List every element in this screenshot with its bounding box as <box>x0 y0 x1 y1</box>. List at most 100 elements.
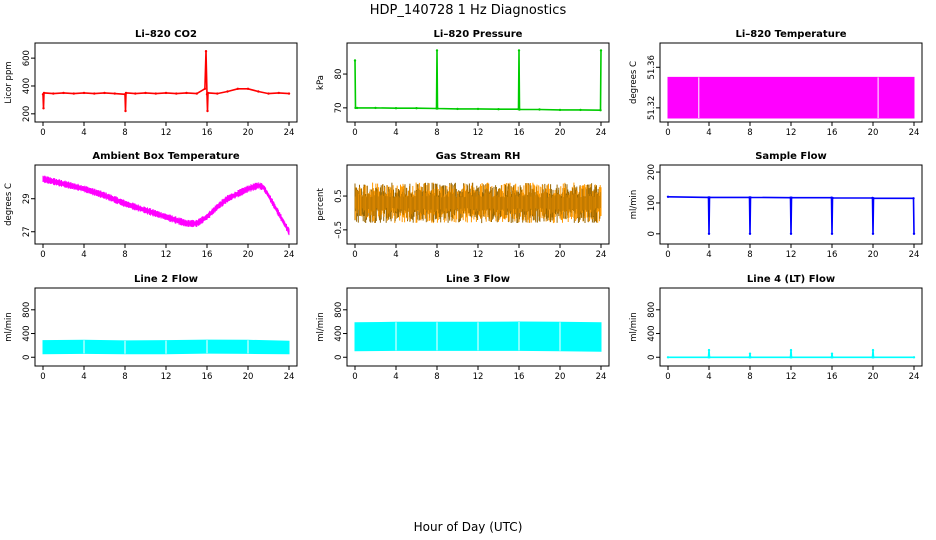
data-point <box>497 108 500 111</box>
x-tick-label: 24 <box>284 250 295 260</box>
data-point <box>830 232 834 235</box>
x-tick-label: 0 <box>352 372 357 382</box>
x-tick-label: 0 <box>352 128 357 138</box>
plot-area <box>354 321 602 352</box>
series-line-1 <box>354 50 602 112</box>
data-point <box>394 107 398 110</box>
x-tick-label: 12 <box>786 250 797 260</box>
plot-area <box>42 339 290 355</box>
data-point <box>82 91 86 95</box>
data-point <box>374 106 377 110</box>
x-tick-label: 8 <box>434 250 439 260</box>
y-tick-label: 29 <box>22 193 32 204</box>
x-tick-label: 8 <box>122 372 127 382</box>
y-tick-label: 800 <box>334 302 344 318</box>
data-point <box>62 91 65 95</box>
data-point <box>599 49 603 52</box>
x-tick-label: 4 <box>81 250 86 260</box>
data-point <box>599 109 602 112</box>
x-tick-label: 16 <box>827 250 838 260</box>
chart-panel-1: Li–820 CO2 0 4 8 12 16 20 24 200 400 600 Licor ppm <box>4 29 298 138</box>
y-axis-label: ml/min <box>629 190 639 220</box>
x-tick-label: 0 <box>40 372 45 382</box>
chart-panel-2: Li–820 Pressure 0 4 8 12 16 20 24 70 80 kPa <box>316 29 610 138</box>
data-point <box>287 92 291 95</box>
data-point <box>517 49 521 52</box>
data-point <box>912 197 915 200</box>
chart-panel-6: Sample Flow 0 4 8 12 16 20 24 0 100 200 ml/min <box>629 151 923 260</box>
plot-area <box>666 348 916 359</box>
panel-title: Sample Flow <box>755 151 827 162</box>
y-tick-label: 0 <box>334 355 344 360</box>
x-tick-label: 16 <box>202 128 213 138</box>
x-tick-label: 20 <box>868 372 879 382</box>
data-point <box>124 91 128 95</box>
x-tick-label: 20 <box>243 128 254 138</box>
plot-area <box>42 175 290 236</box>
data-point <box>236 87 239 91</box>
data-point <box>415 107 418 110</box>
x-tick-label: 12 <box>161 128 172 138</box>
plot-area <box>41 50 291 113</box>
data-point <box>871 348 875 352</box>
data-point <box>93 92 96 95</box>
data-point <box>912 356 916 359</box>
y-axis-label: percent <box>316 188 326 221</box>
x-tick-label: 20 <box>243 372 254 382</box>
data-point <box>216 92 219 95</box>
data-point <box>748 352 752 355</box>
y-axis-label: degrees C <box>4 183 14 226</box>
data-point <box>749 196 752 199</box>
data-point <box>707 232 711 235</box>
y-axis-label: ml/min <box>316 312 326 342</box>
data-point <box>518 108 521 111</box>
data-point <box>206 91 210 95</box>
y-tick-label: 0.5 <box>334 189 344 203</box>
data-point <box>666 356 670 359</box>
y-tick-label: 400 <box>22 78 32 94</box>
data-point <box>52 92 55 95</box>
x-tick-label: 20 <box>868 250 879 260</box>
x-tick-label: 20 <box>555 128 566 138</box>
data-point <box>134 92 137 95</box>
data-point <box>538 108 541 111</box>
panel-title: Line 3 Flow <box>446 274 510 285</box>
x-tick-label: 8 <box>122 128 127 138</box>
x-tick-label: 12 <box>161 372 172 382</box>
y-tick-label: 51.32 <box>647 96 657 120</box>
x-tick-label: 24 <box>596 372 607 382</box>
x-tick-label: 4 <box>393 128 398 138</box>
chart-panel-7: Line 2 Flow 0 4 8 12 16 20 24 0 400 800 ml/min <box>4 274 298 382</box>
x-tick-label: 24 <box>284 372 295 382</box>
x-tick-label: 20 <box>868 128 879 138</box>
y-tick-label: 200 <box>647 164 657 180</box>
x-tick-label: 4 <box>81 372 86 382</box>
x-tick-label: 0 <box>665 372 670 382</box>
data-point <box>353 59 357 62</box>
panel-title: Li–820 CO2 <box>135 29 197 40</box>
data-point <box>355 106 359 110</box>
data-point <box>789 232 793 235</box>
x-tick-label: 8 <box>747 372 752 382</box>
data-point <box>708 196 711 199</box>
y-axis-label: degrees C <box>629 61 639 104</box>
x-tick-label: 12 <box>786 128 797 138</box>
y-tick-label: 27 <box>22 226 32 237</box>
data-point <box>113 92 117 95</box>
plot-area <box>353 49 603 112</box>
data-point <box>42 91 46 95</box>
x-tick-label: 16 <box>514 128 525 138</box>
data-point <box>277 91 280 95</box>
data-point <box>790 196 793 199</box>
series-line-1 <box>42 177 290 233</box>
data-point <box>257 90 260 93</box>
data-point <box>872 356 875 359</box>
x-tick-label: 0 <box>665 250 670 260</box>
data-point <box>871 232 875 235</box>
data-point <box>72 92 76 95</box>
data-point <box>748 232 752 235</box>
x-tick-label: 4 <box>393 250 398 260</box>
y-tick-label: 600 <box>22 50 32 66</box>
data-point <box>154 92 157 95</box>
